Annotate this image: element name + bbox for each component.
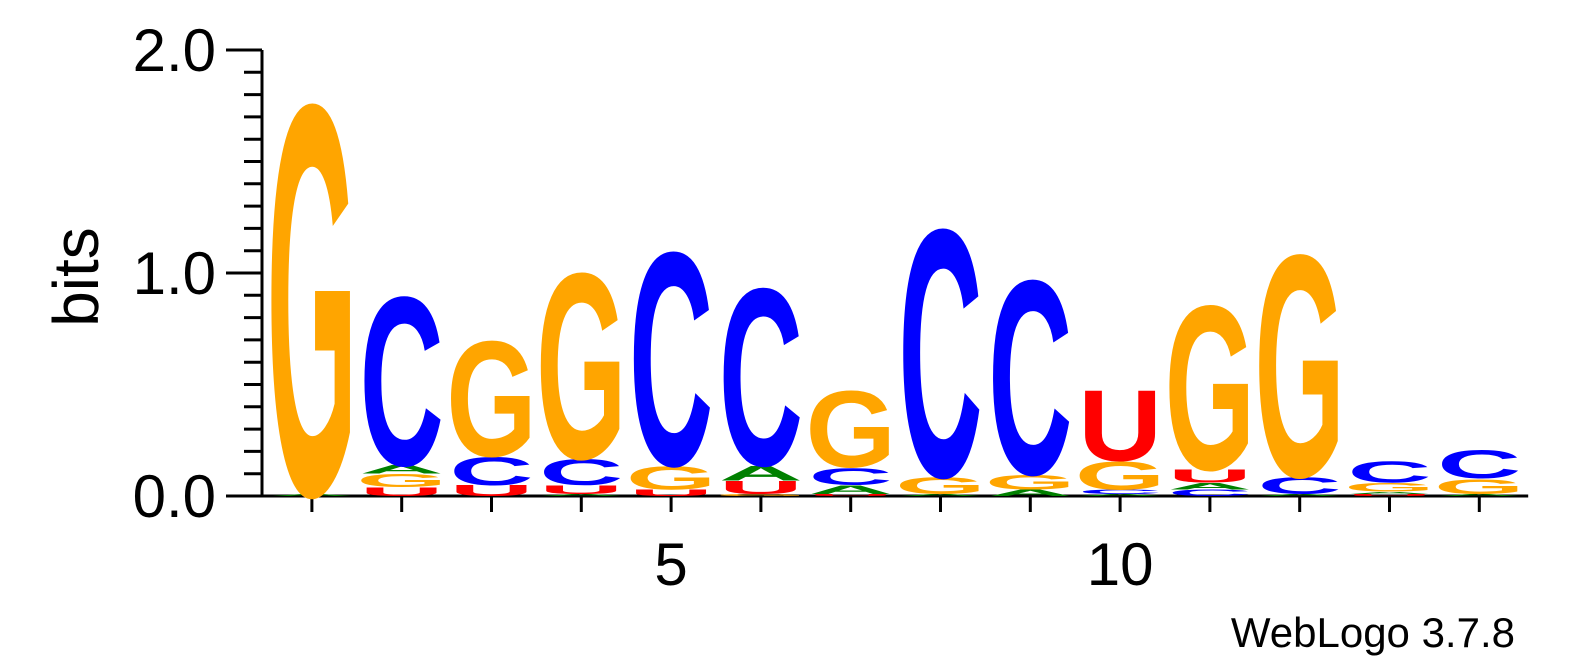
x-axis: 5 10 [262,494,1529,598]
y-tick-label: 2.0 [133,17,216,84]
y-axis-label: bits [40,227,112,327]
logo-letter-A: A [360,463,444,477]
logo-letter-A: A [988,488,1072,498]
logo-letter-C: C [898,155,982,551]
logo-letter-U: U [719,477,803,497]
logo-letter-A: A [1437,493,1521,496]
logo-letter-U: U [360,485,444,499]
logo-letter-U: U [1347,493,1431,496]
logo-letter-A: A [719,461,803,485]
logo-letter-G: G [1434,474,1525,498]
logo-letter-A: A [1258,493,1342,496]
logo-letter-G: G [356,471,447,491]
x-tick-label: 5 [654,531,687,598]
logo-letter-C: C [1437,443,1521,487]
logo-letter-G: G [716,493,807,496]
logo-letter-C: C [629,189,713,530]
logo-letter-G: G [1075,454,1166,498]
logo-letter-C: C [1168,488,1252,498]
logo-letter-A: A [270,493,354,496]
y-axis: 0.0 1.0 2.0 [133,17,264,530]
logo-letter-A: A [898,493,982,496]
logo-stack-pos-1: AG [267,0,358,613]
logo-letter-A: A [1347,491,1431,494]
logo-stack-pos-8: AGC [895,155,986,551]
logo-letter-U: U [1168,466,1252,486]
logo-letter-C: C [449,449,533,493]
logo-letter-C: C [1078,488,1162,495]
logo-letter-A: A [1168,481,1252,491]
logo-letter-U: U [629,488,713,498]
logo-letter-C: C [539,452,623,493]
logo-letter-G: G [536,218,627,515]
logo-letter-C: C [719,235,803,519]
logo-letter-G: G [985,470,1076,494]
y-tick-label: 0.0 [133,463,216,530]
logo-stack-pos-3: UCG [446,308,537,499]
logo-letter-C: C [1347,455,1431,489]
logo-letter-G: G [1165,258,1256,520]
logo-letter-U: U [449,482,533,499]
logo-letter-A: A [1078,493,1162,496]
logo-letter-U: U [809,493,893,496]
logo-letter-G: G [626,459,717,497]
logo-letter-G: G [446,308,537,492]
logo-letter-C: C [1258,472,1342,499]
logo-letter-G: G [805,368,896,490]
logo-letter-U: U [539,483,623,497]
logo-stack-pos-5: UGC [626,189,717,530]
logo-stack-pos-14: AGC [1434,443,1525,499]
logo-stack-pos-12: ACG [1254,188,1345,544]
logo-letter-C: C [809,463,893,490]
logo-letter-G: G [267,0,358,613]
logo-letter-C: C [988,223,1072,533]
logo-letter-G: G [1254,188,1345,544]
credit-label: WebLogo 3.7.8 [1231,609,1515,656]
x-tick-label: 10 [1087,531,1154,598]
logo-letter-A: A [539,493,623,496]
logo-letter-A: A [809,483,893,497]
logo-letter-G: G [1344,480,1435,494]
logo-stack-pos-9: AGC [985,223,1076,533]
logo-letter-C: C [360,247,444,517]
y-tick-label: 1.0 [133,240,216,307]
logo-letter-U: U [1078,370,1162,483]
logo-letter-G: G [895,472,986,499]
